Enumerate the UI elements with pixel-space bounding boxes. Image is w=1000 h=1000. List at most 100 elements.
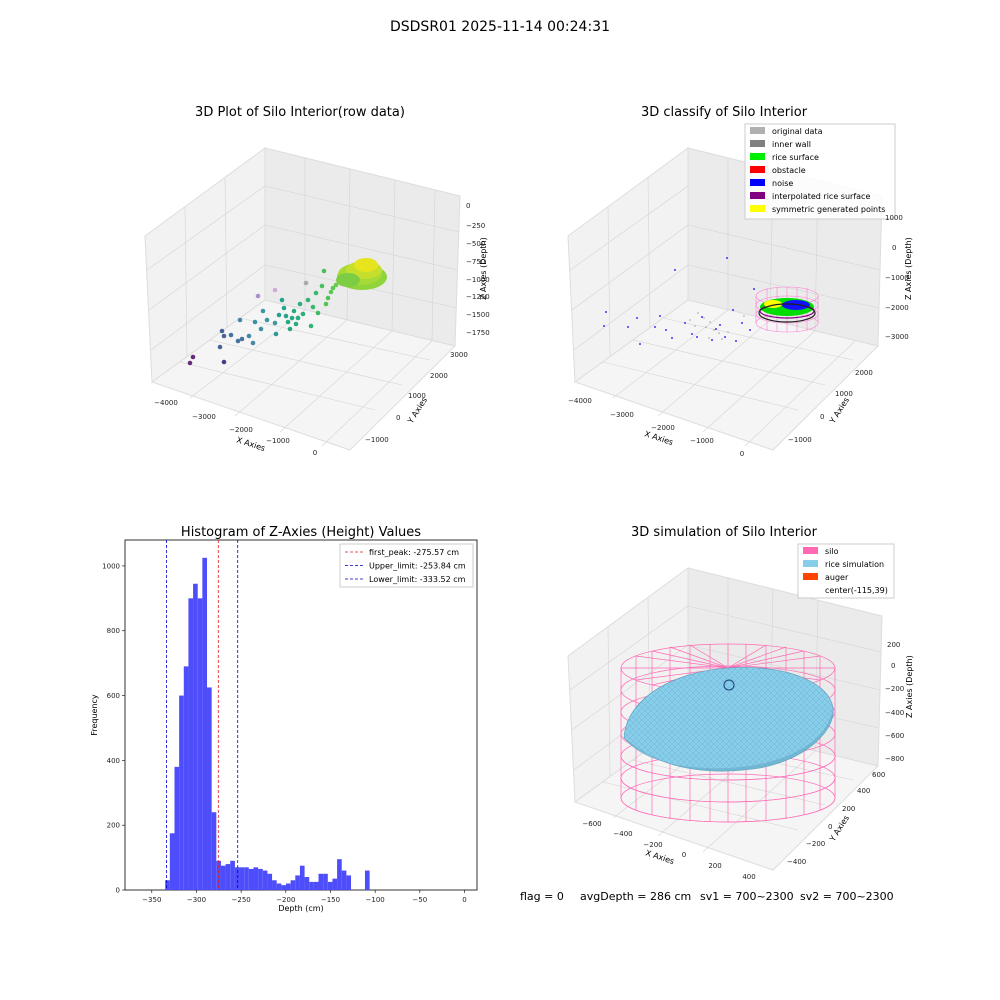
hist-xtick-label: −100 xyxy=(366,896,385,904)
footer-avg-depth: avgDepth = 286 cm xyxy=(580,890,691,903)
cls-legend-swatch xyxy=(750,205,765,212)
hist-title: Histogram of Z-Axies (Height) Values xyxy=(181,525,421,540)
raw-xtick-3: −1000 xyxy=(266,437,290,445)
hist-xtick-label: −150 xyxy=(321,896,340,904)
cls-legend-swatch xyxy=(750,127,765,134)
sim-xlabel: X Axies xyxy=(644,848,675,866)
raw-ytick-4: 3000 xyxy=(450,351,468,359)
hist-bar xyxy=(183,666,189,890)
hist-bar xyxy=(313,881,319,890)
hist-bar xyxy=(285,883,291,890)
hist-ytick-label: 1000 xyxy=(102,562,120,570)
cls-xtick-4: 0 xyxy=(740,450,744,458)
raw-ylabel: Y Axies xyxy=(406,396,430,426)
hist-ytick-label: 800 xyxy=(107,627,120,635)
sim-ytick-4: 400 xyxy=(857,787,870,795)
raw-grid xyxy=(146,158,460,447)
raw-ztick-3: −750 xyxy=(466,258,485,266)
hist-bar xyxy=(332,878,338,890)
panel-classify-title: 3D classify of Silo Interior xyxy=(641,105,808,120)
cls-noise-points xyxy=(603,257,755,345)
hist-bar xyxy=(327,881,333,890)
cls-floor-pane xyxy=(573,299,879,451)
sim-ytick-1: −200 xyxy=(806,840,825,848)
hist-legend-label: Upper_limit: -253.84 cm xyxy=(369,562,466,571)
hist-bar xyxy=(299,865,305,890)
raw-scatter-points xyxy=(187,268,342,366)
sim-legend-label: silo xyxy=(825,547,839,556)
hist-xtick-label: −200 xyxy=(276,896,295,904)
hist-bar xyxy=(276,883,282,890)
cls-inner-wall xyxy=(758,303,816,323)
cls-ztick-3: −2000 xyxy=(885,304,909,312)
raw-zlabel: Z Axies (Depth) xyxy=(479,237,488,300)
hist-bar xyxy=(267,873,273,890)
hist-bar xyxy=(220,865,226,890)
sim-auger-marker xyxy=(723,679,735,691)
cls-legend-swatch xyxy=(750,179,765,186)
cls-ytick-3: 2000 xyxy=(855,369,873,377)
raw-ztick-4: −1000 xyxy=(466,276,490,284)
raw-ztick-0: 0 xyxy=(466,202,470,210)
hist-bar xyxy=(258,868,263,890)
sim-ztick-1: 0 xyxy=(891,662,895,670)
sim-legend-label: rice simulation xyxy=(825,560,884,569)
cls-legend-swatch xyxy=(750,166,765,173)
raw-ztick-6: −1500 xyxy=(466,311,490,319)
hist-bar xyxy=(234,867,240,890)
hist-bar xyxy=(225,864,231,890)
footer-status: flag = 0 avgDepth = 286 cm sv1 = 700~230… xyxy=(520,890,894,903)
hist-bar xyxy=(290,880,296,890)
cls-xtick-2: −2000 xyxy=(651,424,675,432)
panel-simulation: 3D simulation of Silo Interior xyxy=(567,525,914,881)
hist-legend-label: Lower_limit: -333.52 cm xyxy=(369,575,466,584)
cls-legend-label: noise xyxy=(772,179,793,188)
hist-bar xyxy=(323,873,328,890)
cls-legend-swatch xyxy=(750,140,765,147)
hist-bar xyxy=(239,867,245,890)
raw-ytick-3: 2000 xyxy=(430,372,448,380)
hist-bar xyxy=(253,867,259,890)
cls-legend-label: interpolated rice surface xyxy=(772,192,870,201)
raw-xtick-4: 0 xyxy=(313,449,317,457)
cls-ztick-2: −1000 xyxy=(885,274,909,282)
cls-ztick-0: 1000 xyxy=(885,214,903,222)
hist-bar xyxy=(262,870,268,890)
cls-legend-label: original data xyxy=(772,127,823,136)
cls-legend-label: symmetric generated points xyxy=(772,205,885,214)
hist-bar xyxy=(318,873,324,890)
hist-ytick-label: 200 xyxy=(107,822,120,830)
hist-bar xyxy=(244,867,249,890)
cls-legend-label: inner wall xyxy=(772,140,811,149)
cls-ztick-1: 0 xyxy=(892,244,896,252)
hist-bar xyxy=(207,687,212,890)
cls-ylabel: Y Axies xyxy=(828,396,852,426)
cls-legend: original data inner wall rice surface obsta… xyxy=(744,123,896,220)
hist-bar xyxy=(309,881,314,890)
hist-ytick-label: 400 xyxy=(107,757,120,765)
hist-bar xyxy=(165,880,170,890)
hist-bar xyxy=(202,557,208,890)
sim-legend-label: center(-115,39) xyxy=(825,586,888,595)
sim-xtick-4: 200 xyxy=(708,862,721,870)
sim-ztick-3: −400 xyxy=(885,709,904,717)
sim-zlabel: Z Axies (Depth) xyxy=(905,655,914,718)
raw-ztick-7: −1750 xyxy=(466,329,490,337)
sim-silo-front xyxy=(620,755,836,823)
hist-xtick-label: −50 xyxy=(412,896,427,904)
sim-legend-swatch xyxy=(803,547,818,554)
hist-bar xyxy=(337,859,342,890)
sim-xtick-1: −400 xyxy=(613,830,632,838)
hist-legend-label: first_peak: -275.57 cm xyxy=(369,548,459,557)
hist-ref-lines xyxy=(166,540,239,890)
cls-legend-swatch xyxy=(750,192,765,199)
sim-legend-swatch xyxy=(803,573,818,580)
hist-ytick-label: 600 xyxy=(107,692,120,700)
raw-ztick-5: −1250 xyxy=(466,293,490,301)
sim-ztick-4: −600 xyxy=(885,732,904,740)
hist-bar xyxy=(364,870,370,890)
cls-ytick-0: −1000 xyxy=(788,436,812,444)
hist-xtick-label: −300 xyxy=(187,896,206,904)
panel-raw-data: 3D Plot of Silo Interior(row data) xyxy=(144,105,490,457)
footer-sv1: sv1 = 700~2300 xyxy=(700,890,794,903)
